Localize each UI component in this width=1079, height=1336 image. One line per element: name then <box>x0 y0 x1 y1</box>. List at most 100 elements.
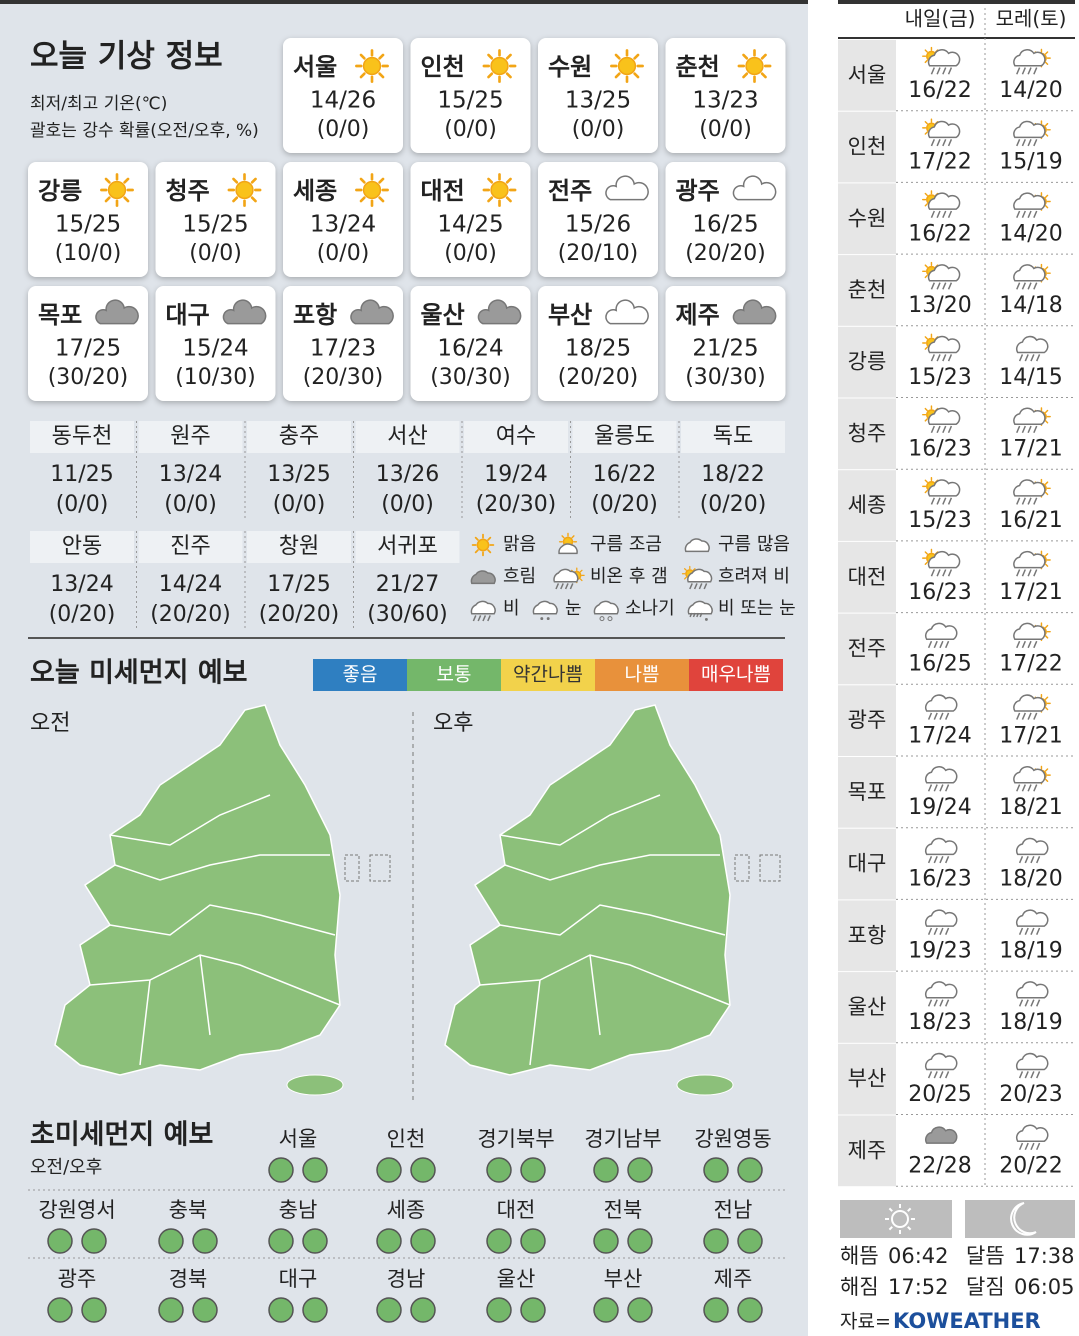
rain <box>936 139 941 147</box>
cloud <box>924 909 958 927</box>
cloud <box>470 570 496 585</box>
temperature: 19/23 <box>908 938 971 963</box>
rain <box>939 999 944 1007</box>
temperature: 14/15 <box>999 365 1062 390</box>
temperature: 15/25 <box>437 88 503 114</box>
scale-label: 보통 <box>437 664 472 686</box>
dust-dot <box>268 1297 294 1323</box>
header-cell <box>572 421 677 453</box>
rain <box>1021 640 1026 649</box>
dust-dot <box>410 1157 436 1183</box>
temperature: 18/22 <box>701 462 764 487</box>
moon-symbol <box>1010 1202 1037 1236</box>
weather-icon <box>605 299 649 325</box>
weather-icon <box>605 175 649 201</box>
sun-ray <box>487 53 494 60</box>
rain <box>945 1071 950 1079</box>
temperature: 13/24 <box>159 462 222 487</box>
sun-ray <box>924 561 928 565</box>
city-name: 부산 <box>848 1067 887 1091</box>
dust-dot <box>703 1157 729 1183</box>
temperature: 13/25 <box>565 88 631 114</box>
rain <box>1018 354 1024 362</box>
sun-ray <box>1044 624 1049 629</box>
cloud <box>477 299 522 325</box>
rain <box>1027 139 1032 147</box>
sun-ray <box>633 72 640 79</box>
rain <box>1033 497 1038 505</box>
rain <box>927 712 933 720</box>
region-name: 부산 <box>604 1267 643 1291</box>
rain <box>930 354 935 362</box>
weather-icon <box>922 405 961 434</box>
temperature: 17/22 <box>908 150 971 175</box>
cloud <box>927 335 961 354</box>
temperature: 14/20 <box>999 78 1062 103</box>
rain <box>1024 1142 1029 1151</box>
temperature: 14/25 <box>437 212 503 238</box>
city-name: 강릉 <box>38 177 82 205</box>
city-name: 진주 <box>170 534 210 559</box>
sun-ray <box>474 549 479 554</box>
temperature: 21/27 <box>376 572 439 597</box>
weather-icon <box>1013 407 1051 434</box>
cloud <box>924 766 958 784</box>
rain <box>933 856 938 864</box>
weather-icon <box>1013 48 1051 75</box>
cloud <box>687 600 713 615</box>
weather-icon <box>470 570 496 585</box>
rain <box>945 712 950 720</box>
city-name: 울산 <box>848 995 887 1019</box>
weather-icon <box>732 299 777 325</box>
sun-ray <box>571 535 575 539</box>
rain <box>1027 640 1032 649</box>
sun-core <box>891 1210 909 1228</box>
dust-dot <box>47 1297 73 1323</box>
day-header: 모레(토) <box>996 7 1067 31</box>
dust-dot <box>520 1297 546 1323</box>
cloud <box>924 1052 958 1071</box>
cloud <box>1013 622 1046 641</box>
rain <box>939 1071 944 1079</box>
region-name: 전북 <box>604 1198 643 1222</box>
sun-ray <box>232 196 239 203</box>
dust-dot <box>268 1157 294 1183</box>
region-name: 대전 <box>497 1198 536 1222</box>
rain <box>1027 67 1032 75</box>
temperature: 16/21 <box>999 508 1062 533</box>
cloud <box>1015 335 1049 354</box>
scale-box <box>313 659 407 691</box>
cloud <box>1013 192 1046 210</box>
rain <box>564 583 569 590</box>
scale-box <box>407 659 501 691</box>
city-cell <box>838 398 896 470</box>
sun-ray <box>924 551 928 555</box>
temperature: 18/19 <box>999 938 1062 963</box>
temperature: 16/25 <box>908 652 971 677</box>
rain <box>487 615 491 622</box>
temperature: 17/21 <box>999 723 1062 748</box>
sun-ray <box>359 72 366 79</box>
temperature: 17/25 <box>55 336 121 362</box>
rain <box>1033 139 1038 147</box>
city-name: 충주 <box>279 424 319 449</box>
dust-dot <box>627 1297 653 1323</box>
city-name: 목포 <box>38 301 82 329</box>
scale-label: 매우나쁨 <box>701 664 771 686</box>
note: 괄호는 강수 확률(오전/오후, %) <box>30 121 259 141</box>
rain <box>936 569 941 577</box>
weather-icon <box>924 909 958 935</box>
cloud <box>1013 120 1046 139</box>
weather-icon <box>355 173 389 207</box>
cloud <box>927 407 961 425</box>
region-name: 서울 <box>279 1127 318 1151</box>
rain <box>936 210 941 218</box>
cloud <box>924 1126 958 1144</box>
weather-icon <box>1013 192 1051 218</box>
sun-ray <box>924 131 928 135</box>
precipitation: (30/30) <box>430 365 511 390</box>
dust-dot <box>158 1297 184 1323</box>
rain <box>1021 497 1026 505</box>
rain <box>1033 67 1038 75</box>
rain <box>947 67 953 75</box>
